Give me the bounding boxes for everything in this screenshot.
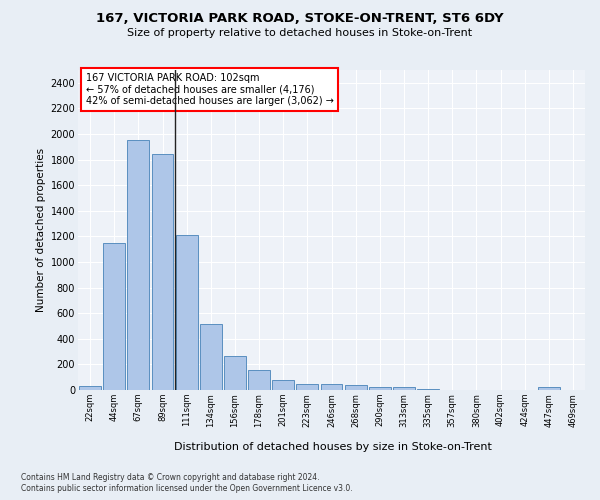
Bar <box>152 154 173 390</box>
Bar <box>248 370 270 390</box>
Bar <box>79 386 101 390</box>
Bar <box>538 388 560 390</box>
Bar <box>393 388 415 390</box>
Bar <box>176 235 197 390</box>
Bar <box>417 388 439 390</box>
Bar <box>200 324 221 390</box>
Text: 167 VICTORIA PARK ROAD: 102sqm
← 57% of detached houses are smaller (4,176)
42% : 167 VICTORIA PARK ROAD: 102sqm ← 57% of … <box>86 73 334 106</box>
Bar <box>296 384 318 390</box>
Y-axis label: Number of detached properties: Number of detached properties <box>37 148 46 312</box>
Bar <box>103 243 125 390</box>
Bar <box>272 380 294 390</box>
Text: Contains public sector information licensed under the Open Government Licence v3: Contains public sector information licen… <box>21 484 353 493</box>
Bar <box>369 387 391 390</box>
Bar <box>127 140 149 390</box>
Text: Size of property relative to detached houses in Stoke-on-Trent: Size of property relative to detached ho… <box>127 28 473 38</box>
Bar <box>320 384 343 390</box>
Bar <box>345 385 367 390</box>
Text: Distribution of detached houses by size in Stoke-on-Trent: Distribution of detached houses by size … <box>174 442 492 452</box>
Text: 167, VICTORIA PARK ROAD, STOKE-ON-TRENT, ST6 6DY: 167, VICTORIA PARK ROAD, STOKE-ON-TRENT,… <box>96 12 504 26</box>
Text: Contains HM Land Registry data © Crown copyright and database right 2024.: Contains HM Land Registry data © Crown c… <box>21 472 320 482</box>
Bar <box>224 356 246 390</box>
